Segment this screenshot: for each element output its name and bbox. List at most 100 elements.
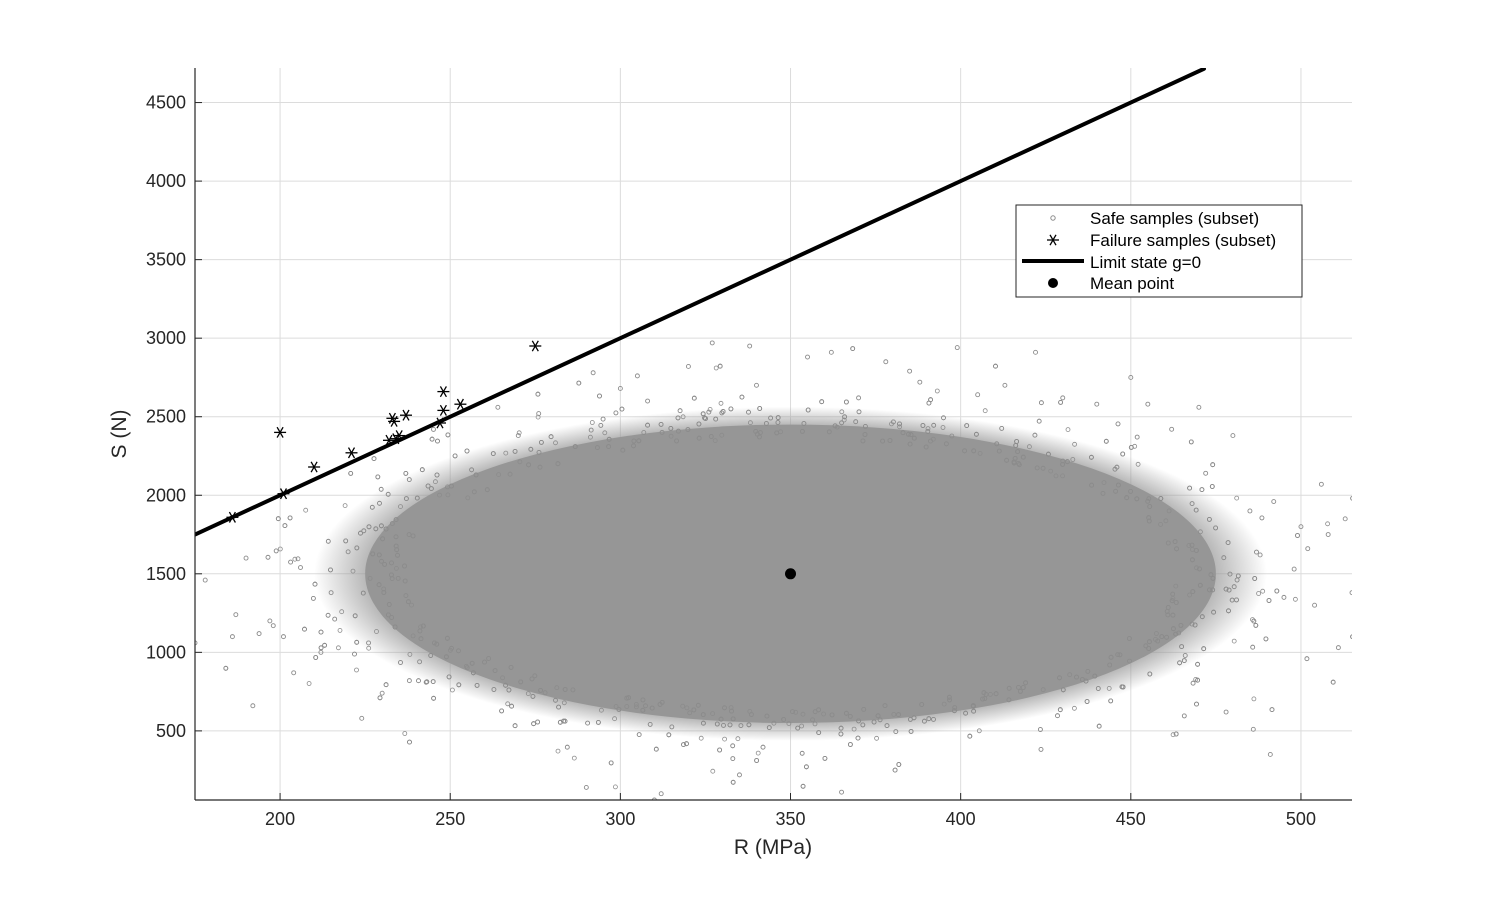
safe-sample-point <box>608 760 614 766</box>
safe-sample-point <box>971 708 976 714</box>
safe-sample-point <box>328 567 333 573</box>
safe-sample-point <box>1227 571 1233 577</box>
safe-sample-point <box>572 444 578 450</box>
safe-sample-point <box>1186 543 1192 548</box>
safe-sample-point <box>923 444 929 450</box>
safe-sample-point <box>395 552 400 558</box>
safe-sample-point <box>616 707 622 712</box>
safe-sample-point <box>1201 646 1207 652</box>
safe-sample-point <box>1165 612 1171 618</box>
safe-sample-point <box>1012 455 1018 461</box>
safe-sample-point <box>746 722 752 728</box>
safe-sample-point <box>1164 634 1169 640</box>
safe-sample-point <box>975 392 981 398</box>
safe-sample-point <box>393 543 399 549</box>
safe-sample-point <box>897 421 902 427</box>
safe-sample-point <box>749 712 754 717</box>
safe-sample-point <box>739 394 745 400</box>
safe-sample-point <box>839 409 845 415</box>
safe-sample-point <box>1293 596 1298 602</box>
safe-sample-point <box>800 711 806 717</box>
safe-sample-point <box>555 461 561 467</box>
safe-sample-point <box>337 628 343 633</box>
failure-sample-point <box>308 461 321 473</box>
safe-sample-point <box>1199 487 1205 493</box>
safe-sample-point <box>335 645 341 651</box>
safe-sample-point <box>1398 567 1402 571</box>
failure-sample-point <box>529 340 542 352</box>
safe-sample-point <box>1032 432 1038 438</box>
safe-sample-point <box>507 471 513 477</box>
safe-sample-point <box>624 704 630 709</box>
safe-sample-point <box>233 612 239 618</box>
safe-sample-point <box>649 705 655 711</box>
safe-sample-point <box>1257 552 1263 558</box>
safe-sample-point <box>855 735 861 741</box>
safe-sample-point <box>500 675 506 681</box>
failure-sample-point <box>277 488 290 500</box>
safe-sample-point <box>597 393 602 399</box>
safe-sample-point <box>1330 679 1336 685</box>
safe-sample-point <box>718 400 724 406</box>
safe-sample-point <box>1269 707 1275 712</box>
safe-sample-point <box>1349 590 1352 596</box>
safe-sample-point <box>469 467 475 473</box>
safe-sample-point <box>474 683 480 688</box>
safe-sample-point <box>223 665 229 671</box>
safe-sample-point <box>1171 626 1176 632</box>
safe-sample-point <box>429 436 435 442</box>
safe-sample-point <box>1173 731 1179 737</box>
safe-sample-point <box>352 651 357 657</box>
safe-sample-point <box>1108 654 1114 660</box>
safe-sample-point <box>799 723 804 729</box>
safe-sample-point <box>1072 705 1077 711</box>
safe-sample-point <box>781 717 786 722</box>
safe-sample-point <box>410 633 416 639</box>
safe-sample-point <box>680 414 686 420</box>
safe-sample-point <box>409 602 414 608</box>
safe-sample-point <box>1194 548 1199 553</box>
safe-sample-point <box>250 703 256 709</box>
safe-sample-point <box>1170 591 1176 597</box>
safe-sample-point <box>389 521 395 526</box>
legend-label-failure: Failure samples (subset) <box>1090 231 1276 250</box>
safe-sample-point <box>342 503 348 509</box>
safe-sample-point <box>1229 597 1235 603</box>
safe-sample-point <box>925 426 931 432</box>
safe-sample-point <box>1223 709 1229 715</box>
safe-sample-point <box>361 528 367 534</box>
safe-sample-point <box>906 431 911 437</box>
safe-sample-point <box>539 439 544 445</box>
safe-sample-point <box>1253 623 1259 628</box>
safe-sample-point <box>1342 516 1348 522</box>
y-tick-label: 4000 <box>146 171 186 191</box>
safe-sample-point <box>681 742 686 747</box>
safe-sample-point <box>512 723 518 729</box>
safe-sample-point <box>947 697 952 703</box>
x-tick-label: 250 <box>435 809 465 829</box>
safe-sample-point <box>537 464 543 470</box>
safe-sample-point <box>383 682 389 688</box>
safe-sample-point <box>1197 566 1202 572</box>
safe-sample-point <box>695 702 701 708</box>
safe-sample-point <box>1298 524 1304 530</box>
safe-sample-point <box>561 700 567 706</box>
safe-sample-point <box>1165 540 1171 546</box>
safe-sample-point <box>851 726 857 732</box>
safe-sample-point <box>434 641 440 647</box>
safe-sample-point <box>1234 577 1240 583</box>
legend-label-safe: Safe samples (subset) <box>1090 209 1259 228</box>
safe-sample-point <box>302 626 307 632</box>
safe-sample-point <box>1194 565 1199 571</box>
safe-sample-point <box>448 483 454 489</box>
safe-sample-point <box>348 470 354 476</box>
safe-sample-point <box>892 767 898 773</box>
safe-sample-point <box>1192 622 1198 628</box>
safe-sample-point <box>1207 587 1212 593</box>
safe-sample-point <box>1260 588 1266 594</box>
safe-sample-point <box>617 385 623 391</box>
safe-sample-point <box>548 434 554 440</box>
safe-sample-point <box>728 705 734 710</box>
safe-sample-point <box>1350 495 1352 501</box>
safe-sample-point <box>1398 567 1402 571</box>
